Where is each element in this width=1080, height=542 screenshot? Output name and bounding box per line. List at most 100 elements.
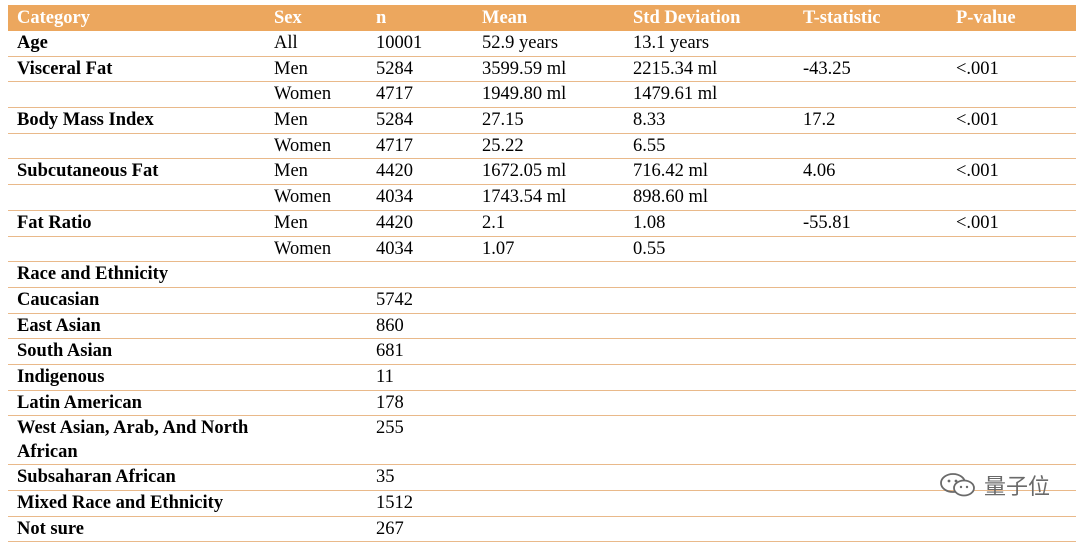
- cell-t-statistic: -43.25: [794, 56, 947, 83]
- cell-mean: 27.15: [473, 107, 624, 134]
- table-row: Not sure 267: [8, 516, 1076, 542]
- cell-p-value: [947, 338, 1076, 365]
- cell-category: West Asian, Arab, And North African: [8, 415, 265, 466]
- cell-n: 681: [367, 338, 473, 365]
- header-sex: Sex: [265, 5, 367, 31]
- cell-n: [367, 261, 473, 288]
- cell-t-statistic: [794, 516, 947, 542]
- cell-std-deviation: [624, 390, 794, 417]
- cell-mean: [473, 516, 624, 542]
- cell-mean: 1949.80 ml: [473, 81, 624, 109]
- cell-t-statistic: [794, 236, 947, 263]
- cell-sex: Women: [265, 133, 367, 160]
- cell-sex: Men: [265, 210, 367, 237]
- header-n: n: [367, 5, 473, 31]
- cell-p-value: [947, 516, 1076, 542]
- cell-sex: [265, 261, 367, 288]
- cell-t-statistic: [794, 464, 947, 491]
- cell-category: Body Mass Index: [8, 107, 265, 134]
- cell-p-value: <.001: [947, 107, 1076, 134]
- cell-category: Fat Ratio: [8, 210, 265, 237]
- cell-mean: [473, 464, 624, 491]
- cell-n: 35: [367, 464, 473, 491]
- table-row: Subsaharan African 35: [8, 464, 1076, 491]
- table-row: Visceral Fat Men 5284 3599.59 ml 2215.34 ml -…: [8, 56, 1076, 83]
- cell-category: South Asian: [8, 338, 265, 365]
- cell-std-deviation: 716.42 ml: [624, 158, 794, 186]
- cell-p-value: <.001: [947, 158, 1076, 186]
- table-row: Indigenous 11: [8, 364, 1076, 391]
- cell-t-statistic: [794, 313, 947, 340]
- table-row: West Asian, Arab, And North African 255: [8, 415, 1076, 466]
- table-row: South Asian 681: [8, 338, 1076, 365]
- cell-t-statistic: [794, 364, 947, 391]
- header-category: Category: [8, 5, 265, 31]
- cell-std-deviation: [624, 415, 794, 466]
- cell-std-deviation: 13.1 years: [624, 31, 794, 57]
- cell-std-deviation: [624, 516, 794, 542]
- cell-mean: 25.22: [473, 133, 624, 160]
- cell-mean: 1743.54 ml: [473, 184, 624, 211]
- cell-mean: [473, 390, 624, 417]
- cell-std-deviation: 0.55: [624, 236, 794, 263]
- cell-t-statistic: [794, 31, 947, 57]
- watermark-text: 量子位: [983, 475, 1050, 500]
- data-table-container: Category Sex n Mean Std Deviation T-stat…: [8, 5, 1076, 542]
- cell-t-statistic: [794, 490, 947, 517]
- cell-sex: Women: [265, 236, 367, 263]
- cell-mean: [473, 364, 624, 391]
- cell-mean: 2.1: [473, 210, 624, 237]
- cell-t-statistic: 17.2: [794, 107, 947, 134]
- header-row: Category Sex n Mean Std Deviation T-stat…: [8, 5, 1076, 31]
- table-row: Age All 10001 52.9 years 13.1 years: [8, 31, 1076, 57]
- cell-mean: [473, 287, 624, 314]
- table-row: Race and Ethnicity: [8, 261, 1076, 288]
- cell-n: 5284: [367, 107, 473, 134]
- cell-sex: [265, 313, 367, 340]
- cell-n: 4420: [367, 210, 473, 237]
- cell-sex: Men: [265, 56, 367, 83]
- cell-n: 10001: [367, 31, 473, 57]
- cell-sex: [265, 338, 367, 365]
- cell-n: 267: [367, 516, 473, 542]
- cell-category: Latin American: [8, 390, 265, 417]
- header-t-statistic: T-statistic: [794, 5, 947, 31]
- table-row: Caucasian 5742: [8, 287, 1076, 314]
- cell-mean: [473, 338, 624, 365]
- table-body: Age All 10001 52.9 years 13.1 years Visceral …: [8, 31, 1076, 542]
- cell-sex: [265, 464, 367, 491]
- header-p-value: P-value: [947, 5, 1076, 31]
- cell-t-statistic: [794, 133, 947, 160]
- cell-p-value: [947, 81, 1076, 109]
- cell-mean: [473, 261, 624, 288]
- watermark: 量子位: [938, 469, 1050, 501]
- cell-n: 4420: [367, 158, 473, 186]
- cell-mean: [473, 415, 624, 466]
- cell-category: Not sure: [8, 516, 265, 542]
- cell-p-value: [947, 415, 1076, 466]
- table-row: Women 4717 1949.80 ml 1479.61 ml: [8, 81, 1076, 109]
- cell-n: 4034: [367, 236, 473, 263]
- table-row: Mixed Race and Ethnicity 1512: [8, 490, 1076, 517]
- cell-n: 11: [367, 364, 473, 391]
- cell-std-deviation: [624, 261, 794, 288]
- cell-category: Subcutaneous Fat: [8, 158, 265, 186]
- cell-t-statistic: [794, 287, 947, 314]
- cell-std-deviation: 1.08: [624, 210, 794, 237]
- cell-category: East Asian: [8, 313, 265, 340]
- cell-std-deviation: [624, 338, 794, 365]
- cell-t-statistic: [794, 261, 947, 288]
- cell-n: 4034: [367, 184, 473, 211]
- header-std-deviation: Std Deviation: [624, 5, 794, 31]
- table-row: Women 4717 25.22 6.55: [8, 133, 1076, 160]
- table-row: Women 4034 1.07 0.55: [8, 236, 1076, 263]
- cell-category: [8, 184, 265, 211]
- cell-p-value: <.001: [947, 210, 1076, 237]
- cell-mean: 1672.05 ml: [473, 158, 624, 186]
- cell-mean: 1.07: [473, 236, 624, 263]
- wechat-icon: [938, 471, 978, 499]
- cell-std-deviation: 8.33: [624, 107, 794, 134]
- cell-p-value: [947, 184, 1076, 211]
- cell-mean: 52.9 years: [473, 31, 624, 57]
- cell-p-value: [947, 364, 1076, 391]
